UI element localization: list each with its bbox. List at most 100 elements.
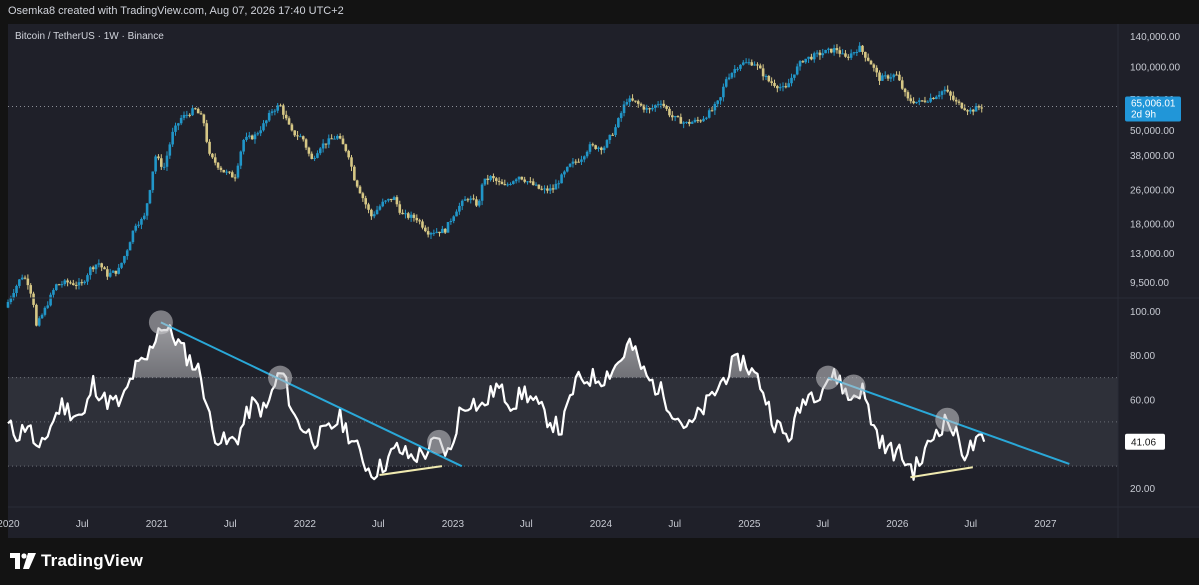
candle-body bbox=[702, 118, 705, 122]
candle-body bbox=[219, 167, 223, 170]
candle-body bbox=[631, 98, 634, 101]
candle-body bbox=[971, 109, 975, 112]
candle-body bbox=[492, 176, 495, 179]
candle-body bbox=[963, 108, 967, 111]
rsi-tick-label: 60.00 bbox=[1130, 395, 1155, 406]
time-tick-label: 2021 bbox=[146, 519, 169, 530]
candle-body bbox=[892, 74, 896, 78]
candle-body bbox=[642, 105, 646, 110]
candle-body bbox=[821, 53, 825, 56]
candle-body bbox=[554, 183, 558, 190]
candle-body bbox=[421, 221, 424, 228]
candle-body bbox=[634, 100, 637, 102]
candle-body bbox=[935, 96, 938, 100]
candle-body bbox=[338, 136, 342, 139]
candle-body bbox=[83, 281, 86, 284]
candle-body bbox=[489, 176, 492, 180]
candle-body bbox=[900, 80, 904, 89]
candle-body bbox=[781, 86, 785, 88]
candle-body bbox=[716, 100, 720, 104]
candle-body bbox=[582, 156, 586, 160]
candle-body bbox=[120, 262, 123, 268]
candle-body bbox=[304, 139, 308, 148]
candle-body bbox=[625, 102, 629, 105]
price-tick-label: 9,500.00 bbox=[1130, 278, 1169, 289]
candle-body bbox=[662, 103, 666, 107]
candle-body bbox=[168, 144, 172, 156]
candle-body bbox=[49, 294, 52, 306]
candle-body bbox=[705, 117, 708, 119]
candle-body bbox=[293, 130, 297, 136]
candle-body bbox=[230, 172, 234, 178]
candle-body bbox=[659, 103, 663, 105]
candle-body bbox=[248, 135, 251, 137]
candle-body bbox=[526, 181, 529, 183]
candle-body bbox=[832, 48, 836, 53]
price-tick-label: 18,000.00 bbox=[1130, 219, 1175, 230]
candle-body bbox=[759, 65, 762, 69]
candle-body bbox=[571, 161, 575, 164]
candle-body bbox=[594, 145, 597, 149]
candle-body bbox=[480, 184, 484, 201]
candle-body bbox=[920, 100, 924, 102]
candle-body bbox=[412, 214, 416, 218]
candle-body bbox=[97, 263, 101, 265]
candle-body bbox=[929, 97, 932, 102]
candle-body bbox=[123, 256, 126, 263]
candle-body bbox=[378, 206, 382, 210]
candle-body bbox=[131, 230, 135, 243]
candle-body bbox=[730, 73, 734, 78]
candle-body bbox=[225, 171, 228, 173]
candle-body bbox=[406, 213, 410, 218]
candle-body bbox=[196, 108, 200, 114]
candle-body bbox=[477, 200, 481, 206]
candle-body bbox=[415, 217, 419, 221]
price-tick-label: 140,000.00 bbox=[1130, 32, 1180, 43]
candle-body bbox=[253, 134, 257, 140]
candle-body bbox=[866, 57, 870, 61]
candle-body bbox=[733, 69, 737, 74]
candle-body bbox=[688, 121, 691, 124]
candle-body bbox=[753, 64, 756, 66]
candle-body bbox=[795, 66, 799, 75]
candle-body bbox=[171, 131, 174, 145]
candle-body bbox=[600, 147, 603, 151]
candle-body bbox=[861, 45, 864, 52]
candle-body bbox=[333, 138, 336, 140]
candle-body bbox=[750, 62, 754, 66]
candle-body bbox=[199, 113, 203, 115]
time-tick-label: 2023 bbox=[442, 519, 465, 530]
candle-body bbox=[543, 188, 546, 190]
candle-body bbox=[177, 123, 180, 126]
candle-body bbox=[77, 282, 81, 286]
candle-body bbox=[432, 232, 436, 234]
candle-body bbox=[784, 86, 788, 88]
candle-body bbox=[287, 118, 291, 125]
candle-body bbox=[114, 270, 118, 274]
candle-body bbox=[424, 227, 427, 232]
tradingview-brand[interactable]: TradingView bbox=[10, 551, 143, 571]
highlight-marker bbox=[427, 429, 452, 454]
candle-body bbox=[798, 61, 802, 67]
candle-body bbox=[233, 177, 237, 179]
candle-body bbox=[665, 106, 668, 109]
candle-body bbox=[128, 242, 132, 251]
candle-body bbox=[546, 188, 549, 191]
candle-body bbox=[245, 136, 248, 140]
candle-body bbox=[628, 98, 632, 103]
price-tick-label: 50,000.00 bbox=[1130, 126, 1175, 137]
candle-body bbox=[645, 108, 649, 110]
candle-body bbox=[761, 68, 765, 77]
candle-body bbox=[707, 110, 711, 118]
candle-body bbox=[409, 214, 413, 218]
candle-body bbox=[455, 211, 458, 217]
candle-body bbox=[540, 188, 544, 190]
chart-svg[interactable]: 140,000.00100,000.0070,000.0050,000.0038… bbox=[0, 0, 1199, 538]
candle-body bbox=[514, 179, 518, 182]
candle-body bbox=[699, 120, 702, 122]
candle-body bbox=[954, 99, 958, 102]
candle-body bbox=[37, 318, 41, 326]
candle-body bbox=[100, 263, 103, 268]
candle-body bbox=[653, 105, 657, 108]
candle-body bbox=[673, 116, 677, 118]
